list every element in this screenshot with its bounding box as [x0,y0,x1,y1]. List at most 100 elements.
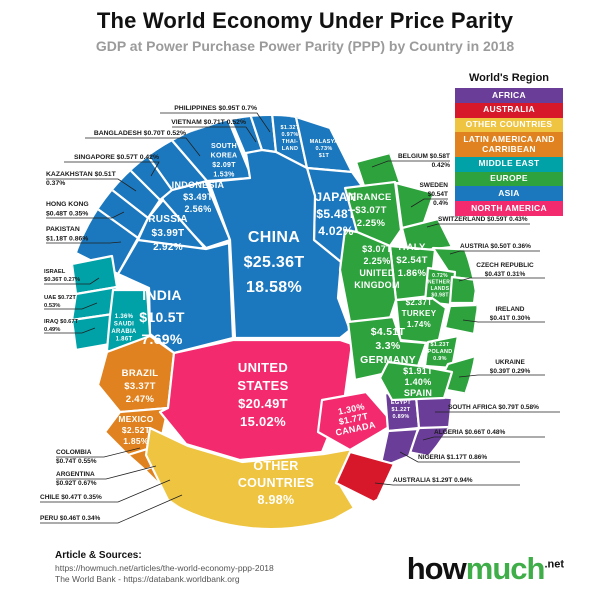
leader-line-peru [40,494,183,524]
cell-label-line: NETHER- [428,280,452,286]
cell-label-othercountries: OTHER COUNTRIES 8.98% [238,459,314,507]
cell-label-line: MEXICO [118,414,153,424]
cell-label-france: FRANCE $3.07T 2.25% [350,192,391,229]
leader-line-israel [44,277,100,285]
external-label-line: UAE $0.72T [44,295,76,301]
cell-label-line: 15.02% [240,414,286,429]
external-labels: PHILIPPINES $0.95T 0.7% VIETNAM $0.71T 0.… [40,105,560,524]
cell-label-line: $2.54T [396,255,427,266]
cell-label-line: 1.36% [115,314,134,320]
cell-label-line: 2.92% [153,242,183,253]
cell-label-line: INDIA [142,287,182,303]
cell-unitedkingdom [338,228,398,324]
cell-label-italy: ITALY $2.54T 1.86% [396,242,427,279]
cell-label-unitedstates: UNITED STATES $20.49T 15.02% [237,360,288,429]
logo-net-suffix: .net [544,558,564,571]
external-label-line: PERU $0.46T 0.34% [40,515,101,522]
cell-label-line: KINGDOM [354,280,400,290]
leader-line-kazakhstan [46,178,137,192]
cell-label-line: $3.07T [355,205,386,216]
external-label-line: COLOMBIA [56,449,92,456]
cell-label-line: KOREA [211,153,238,160]
external-label-line: $0.92T 0.67% [56,480,97,487]
source-link-howmuch[interactable]: https://howmuch.net/articles/the-world-e… [55,563,274,573]
leader-line-vietnam [172,126,257,143]
cell-label-line: $25.36T [244,254,305,271]
cell-label-line: 3.3% [375,340,400,352]
external-label-line: CZECH REPUBLIC [476,262,534,269]
external-label-line: SWITZERLAND $0.59T 0.43% [438,216,528,223]
external-label-australia: AUSTRALIA $1.29T 0.94% [374,477,520,486]
cell-label-line: SOUTH [211,143,237,150]
cell-label-line: $3.07T [362,244,392,254]
cell-label-line: $3.99T [152,228,185,239]
legend-item-other-countries: OTHER COUNTRIES [455,117,563,133]
leader-line-iraq [44,327,96,334]
cell-label-line: ARABIA [111,329,136,335]
cell-belgium [354,151,402,188]
external-label-kazakhstan: KAZAKHSTAN $0.51T 0.37% [46,171,137,192]
external-label-line: ISRAEL [44,269,66,275]
external-label-bangladesh: BANGLADESH $0.70T 0.52% [85,130,201,157]
cell-label-line: $10.5T [139,309,185,325]
cell-label-line: 1.53% [213,172,235,179]
cell-label-line: $20.49T [238,396,288,411]
cell-label-china: CHINA $25.36T 18.58% [244,229,305,296]
cell-canada [316,390,396,452]
cell-label-line: 2.25% [357,218,386,229]
cell-label-indonesia: INDONESIA $3.49T 2.56% [172,180,225,214]
cell-label-line: $1.23T [431,342,450,348]
cell-label-line: 0.73% [315,146,332,152]
legend-item-asia: ASIA [455,186,563,202]
region-legend: World's Region AFRICA AUSTRALIA OTHER CO… [455,72,563,216]
legend-item-australia: AUSTRALIA [455,102,563,118]
legend-item-europe: EUROPE [455,171,563,187]
external-label-line: $0.74T 0.55% [56,458,97,465]
cell-label-line: $1.22T [392,407,411,413]
leader-line-australia [374,482,520,486]
cell-label-line: CHINA [248,229,300,246]
legend-item-africa: AFRICA [455,88,563,103]
external-label-line: $0.41T 0.30% [490,315,531,322]
cell-unitedstates [158,338,354,462]
cell-czech [448,275,477,305]
cell-label-line: $5.48T [316,207,356,221]
cell-label-line: 0.89% [392,414,409,420]
cell-label-line: FRANCE [350,192,391,203]
cell-label-line: 4.02% [318,224,354,238]
cell-label-line: 2.25% [363,256,390,266]
external-label-argentina: ARGENTINA $0.92T 0.67% [56,465,157,487]
cell-label-turkey: $2.37T TURKEY 1.74% [402,298,437,329]
cell-label-line: 1.86% [398,268,427,279]
external-label-ukraine: UKRAINE $0.39T 0.29% [458,359,545,378]
cell-label-line: EGYPT [391,400,411,406]
cell-france [343,180,403,248]
page-subtitle: GDP at Power Purchase Power Parity (PPP)… [95,38,515,54]
cell-label-line: STATES [237,378,288,393]
external-label-line: 0.37% [46,180,65,187]
cell-label-line: COUNTRIES [238,476,314,490]
cell-label-line: 1.74% [407,320,431,329]
leader-line-ukraine [458,374,545,378]
cell-label-unitedkingdom: $3.07T 2.25% UNITED KINGDOM [354,244,400,290]
cell-label-line: $3.49T [183,192,213,202]
external-label-singapore: SINGAPORE $0.57T 0.42% [64,154,160,177]
source-link-worldbank[interactable]: The World Bank - https://databank.worldb… [55,574,240,585]
cell-label-line: 8.98% [258,493,295,507]
page-title: The World Economy Under Price Parity [96,8,514,33]
cell-label-line: 2.47% [126,394,155,405]
cell-ireland [443,303,477,336]
leader-line-argentina [56,465,157,480]
external-label-line: 0.49% [44,327,60,333]
external-label-chile: CHILE $0.47T 0.35% [40,479,171,503]
cell-label-line: ITALY [398,242,426,253]
cell-label-line: UNITED [238,360,288,375]
leader-line-colombia [56,447,141,458]
cell-label-russia: RUSSIA $3.99T 2.92% [148,214,187,253]
leader-line-bangladesh [85,137,201,157]
cell-label-line: 0.97% [281,132,298,138]
leader-line-austria [449,250,540,255]
